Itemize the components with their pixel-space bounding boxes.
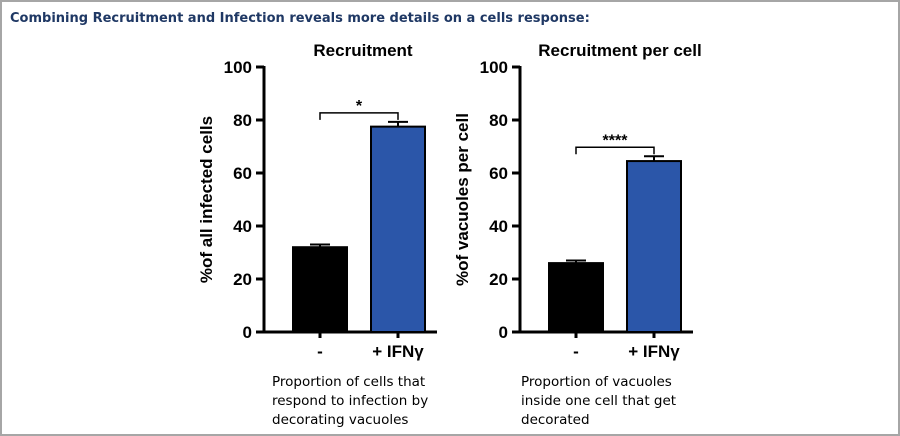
y-tick-label: 80 [233, 111, 252, 130]
x-tick-label: + IFNγ [372, 342, 424, 361]
y-tick-label: 40 [489, 217, 508, 236]
y-axis-label: %of all infected cells [197, 116, 216, 283]
caption-line: Proportion of cells that [272, 374, 426, 390]
y-tick-label: 20 [233, 270, 252, 289]
chart-title: Recruitment per cell [538, 41, 701, 60]
x-tick-label: - [317, 342, 323, 361]
caption-recruitment-per-cell: Proportion of vacuoles inside one cell t… [521, 373, 676, 430]
significance-label: **** [603, 132, 629, 149]
slide-title: Combining Recruitment and Infection reve… [10, 11, 590, 26]
bar [292, 246, 348, 333]
significance-label: * [356, 98, 363, 115]
y-tick-label: 100 [480, 58, 508, 77]
y-tick-label: 20 [489, 270, 508, 289]
chart-title: Recruitment [313, 41, 413, 60]
y-tick-label: 40 [233, 217, 252, 236]
y-axis-label: %of vacuoles per cell [453, 113, 472, 286]
bar [626, 160, 682, 333]
x-tick-label: - [573, 342, 579, 361]
significance-bracket [319, 112, 399, 120]
y-tick-label: 100 [224, 58, 252, 77]
y-tick-label: 0 [499, 323, 508, 342]
caption-line: decorating vacuoles [272, 412, 409, 428]
caption-line: Proportion of vacuoles [521, 374, 672, 390]
caption-line: decorated [521, 412, 590, 428]
caption-recruitment: Proportion of cells that respond to infe… [272, 373, 428, 430]
y-tick-label: 60 [233, 164, 252, 183]
x-tick-label: + IFNγ [628, 342, 680, 361]
y-tick-label: 80 [489, 111, 508, 130]
y-tick-label: 0 [243, 323, 252, 342]
caption-line: respond to infection by [272, 393, 429, 409]
y-tick-label: 60 [489, 164, 508, 183]
caption-line: inside one cell that get [521, 393, 677, 409]
significance-bracket [575, 146, 655, 155]
bar [548, 262, 604, 334]
